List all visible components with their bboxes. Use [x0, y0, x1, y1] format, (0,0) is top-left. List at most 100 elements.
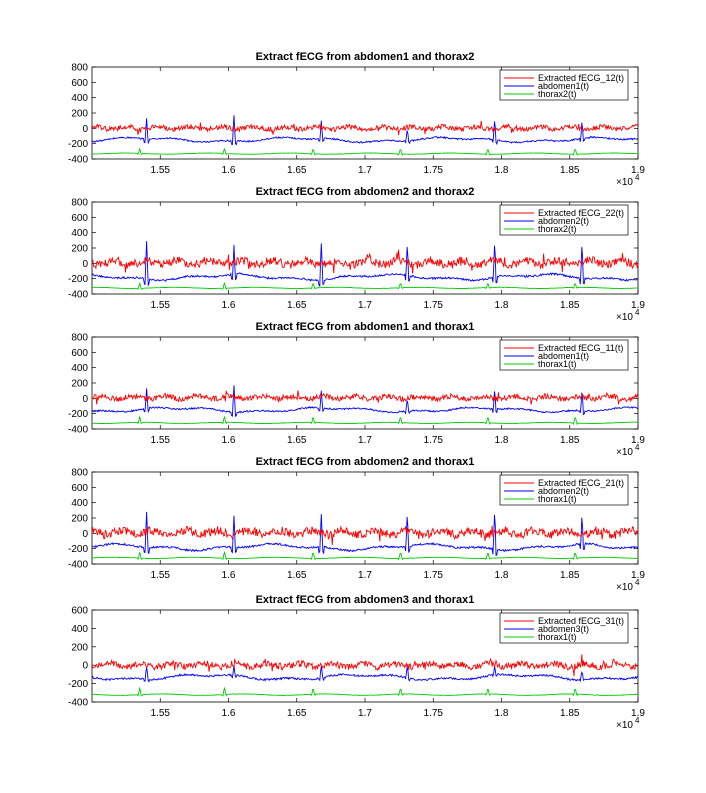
x-tick-label: 1.6: [222, 435, 236, 446]
y-tick-label: -200: [68, 139, 88, 150]
y-tick-label: 800: [71, 63, 88, 74]
series-line-1: [92, 654, 638, 676]
y-tick-label: 400: [71, 624, 88, 635]
legend: Extracted fECG_11(t)abdomen1(t)thorax1(t…: [499, 339, 629, 371]
y-tick-label: 400: [71, 363, 88, 374]
x-tick-label: 1.8: [495, 165, 509, 176]
x-tick-label: 1.75: [424, 570, 444, 581]
series-line-1: [92, 120, 638, 135]
y-tick-label: 0: [82, 529, 88, 540]
x-tick-label: 1.75: [424, 300, 444, 311]
x-exponent-power: 4: [635, 716, 640, 725]
legend-box: [499, 339, 629, 371]
series-line-2: [92, 241, 638, 288]
x-tick-label: 1.85: [560, 165, 580, 176]
x-tick-label: 1.85: [560, 300, 580, 311]
y-tick-label: -400: [68, 698, 88, 709]
x-tick-label: 1.9: [631, 708, 645, 719]
legend: Extracted fECG_21(t)abdomen2(t)thorax1(t…: [499, 474, 629, 506]
x-tick-label: 1.65: [287, 708, 307, 719]
legend-label: Extracted fECG_21(t): [538, 478, 624, 488]
x-tick-label: 1.7: [358, 165, 372, 176]
x-tick-label: 1.6: [222, 708, 236, 719]
y-tick-label: -400: [68, 290, 88, 301]
y-tick-label: 600: [71, 483, 88, 494]
x-tick-label: 1.8: [495, 570, 509, 581]
y-tick-label: -400: [68, 560, 88, 571]
chart-title: Extract fECG from abdomen3 and thorax1: [256, 594, 475, 606]
x-exponent-power: 4: [635, 443, 640, 452]
y-tick-label: 800: [71, 333, 88, 344]
series-line-2: [92, 665, 638, 683]
series-line-3: [92, 551, 638, 561]
legend-label: Extracted fECG_12(t): [538, 73, 624, 83]
legend-box: [499, 69, 629, 101]
y-tick-label: 200: [71, 109, 88, 120]
series-line-1: [92, 390, 638, 405]
legend-label: thorax2(t): [538, 89, 577, 99]
y-tick-label: 400: [71, 498, 88, 509]
y-tick-label: 400: [71, 93, 88, 104]
x-tick-label: 1.6: [222, 300, 236, 311]
series-line-1: [92, 525, 638, 546]
y-tick-label: -400: [68, 425, 88, 436]
subplot-3: Extract fECG from abdomen1 and thorax1 80…: [68, 321, 645, 458]
x-tick-label: 1.65: [287, 300, 307, 311]
x-tick-label: 1.55: [151, 435, 171, 446]
series-line-3: [92, 415, 638, 426]
y-tick-label: 600: [71, 348, 88, 359]
series-line-1: [92, 249, 638, 274]
legend: Extracted fECG_31(t)abdomen3(t)thorax1(t…: [499, 612, 629, 644]
x-tick-label: 1.9: [631, 165, 645, 176]
x-exponent-base: ×10: [616, 447, 633, 458]
x-tick-label: 1.9: [631, 570, 645, 581]
x-tick-label: 1.65: [287, 570, 307, 581]
x-tick-label: 1.85: [560, 435, 580, 446]
series-line-3: [92, 686, 638, 697]
legend-label: Extracted fECG_11(t): [538, 343, 623, 353]
y-tick-label: 200: [71, 379, 88, 390]
x-exponent-power: 4: [635, 308, 640, 317]
y-tick-label: 0: [82, 124, 88, 135]
legend: Extracted fECG_12(t)abdomen1(t)thorax2(t…: [499, 69, 629, 101]
chart-title: Extract fECG from abdomen2 and thorax2: [256, 186, 475, 198]
legend-label: abdomen2(t): [538, 486, 589, 496]
x-exponent-base: ×10: [616, 720, 633, 731]
y-tick-label: 200: [71, 514, 88, 525]
y-tick-label: 0: [82, 661, 88, 672]
legend-label: Extracted fECG_22(t): [538, 208, 624, 218]
subplot-4: Extract fECG from abdomen2 and thorax1 80…: [68, 456, 645, 593]
legend-label: abdomen1(t): [538, 351, 589, 361]
y-tick-label: 0: [82, 259, 88, 270]
series-line-2: [92, 511, 638, 556]
y-tick-label: 800: [71, 468, 88, 479]
x-tick-label: 1.7: [358, 300, 372, 311]
y-tick-label: 400: [71, 228, 88, 239]
x-exponent-power: 4: [635, 173, 640, 182]
x-tick-label: 1.75: [424, 165, 444, 176]
x-tick-label: 1.7: [358, 570, 372, 581]
legend-label: thorax1(t): [538, 359, 577, 369]
x-exponent-power: 4: [635, 578, 640, 587]
y-tick-label: -200: [68, 679, 88, 690]
x-tick-label: 1.7: [358, 708, 372, 719]
legend-box: [499, 612, 629, 644]
legend-label: thorax1(t): [538, 494, 577, 504]
legend-label: thorax2(t): [538, 224, 577, 234]
subplot-2: Extract fECG from abdomen2 and thorax2 80…: [68, 186, 645, 323]
x-exponent-base: ×10: [616, 312, 633, 323]
x-tick-label: 1.7: [358, 435, 372, 446]
legend: Extracted fECG_22(t)abdomen2(t)thorax2(t…: [499, 204, 629, 236]
legend-label: abdomen1(t): [538, 81, 589, 91]
legend-box: [499, 204, 629, 236]
x-tick-label: 1.75: [424, 708, 444, 719]
y-tick-label: 600: [71, 606, 88, 617]
x-tick-label: 1.55: [151, 300, 171, 311]
x-tick-label: 1.6: [222, 165, 236, 176]
legend-label: abdomen2(t): [538, 216, 589, 226]
y-tick-label: 200: [71, 642, 88, 653]
x-tick-label: 1.8: [495, 435, 509, 446]
y-tick-label: -200: [68, 544, 88, 555]
x-tick-label: 1.65: [287, 435, 307, 446]
